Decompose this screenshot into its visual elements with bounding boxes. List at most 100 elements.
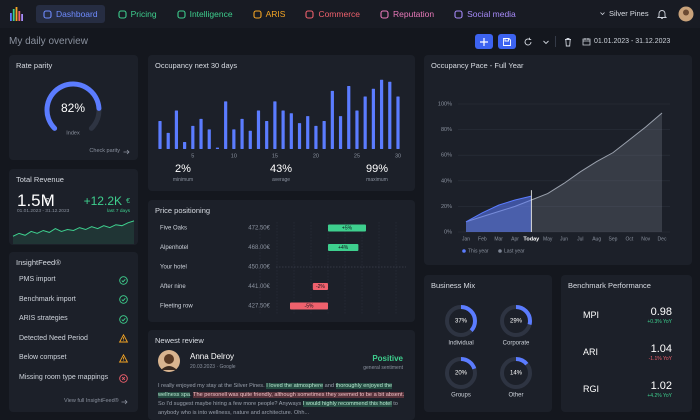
metric-change: +0.3% YoY: [647, 319, 672, 325]
row-label: Alpenhotel: [160, 245, 188, 251]
toolbar-button[interactable]: [537, 34, 555, 49]
status-mark: [121, 298, 126, 302]
nav-tab[interactable]: ARIS: [246, 5, 293, 23]
avatar-head: [683, 9, 689, 16]
review-segment: I really enjoyed my stay at the Silver P…: [158, 383, 267, 389]
toolbar-button[interactable]: [475, 34, 493, 49]
kpi-unit: €: [45, 197, 50, 206]
tab-icon: [118, 9, 127, 19]
y-tick-label: 40%: [441, 178, 452, 184]
chart-area: [12, 220, 135, 244]
button-icon: [503, 37, 511, 46]
tab-label: Dashboard: [56, 9, 98, 19]
nav-tab[interactable]: Reputation: [373, 5, 441, 23]
row-label: Your hotel: [160, 265, 187, 271]
chart-area: 37% Individual 29% Corporate 20% Groups 14% Oth…: [445, 305, 532, 399]
bar: [328, 224, 366, 232]
stat-label: minimum: [172, 177, 194, 183]
insight-feed-card: InsightFeed® PMS import Benchmark import AR…: [9, 252, 138, 412]
arrow-icon: [123, 149, 130, 154]
review-segment: The personell was quite friendly, althou…: [193, 392, 405, 398]
review-text: I really enjoyed my stay at the Silver P…: [158, 382, 406, 418]
button-icon: [480, 37, 488, 46]
nav-tab[interactable]: Social media: [447, 5, 523, 23]
date-range[interactable]: 01.01.2023 - 31.12.2023: [594, 38, 671, 45]
stat-value: 2%: [175, 163, 191, 175]
stat-value: 99%: [365, 163, 389, 175]
nav-tab[interactable]: Pricing: [111, 5, 164, 23]
sparkline-area: [13, 220, 134, 244]
x-tick-label: Jul: [577, 236, 583, 242]
kpi-value: 1.5M: [17, 191, 55, 210]
tab-label: Intelligence: [189, 9, 233, 19]
review-date: 20.03.2023 · Google: [190, 364, 236, 370]
category-label: Individual: [448, 341, 473, 347]
y-tick-label: 100%: [438, 101, 452, 107]
review-segment: So I'd suggest maybe hiring a few more p…: [158, 401, 303, 407]
link[interactable]: View full InsightFeed®: [64, 398, 119, 404]
hotel-selector[interactable]: Silver Pines: [600, 9, 649, 18]
toolbar-button[interactable]: [519, 34, 537, 49]
toolbar-button[interactable]: [498, 34, 516, 49]
icon-shape: [380, 9, 389, 19]
chevron-icon: [600, 12, 605, 16]
bar: [265, 121, 269, 149]
icon-shape: [454, 9, 463, 19]
nav-tab[interactable]: Intelligence: [170, 5, 240, 23]
bar: [347, 86, 351, 149]
feed-item: Missing room type mappings: [19, 374, 109, 381]
logo-bar: [15, 7, 18, 21]
review-segment: .: [190, 392, 194, 398]
plus: [480, 37, 488, 46]
bar: [191, 125, 195, 149]
nav-tab[interactable]: Dashboard: [36, 5, 105, 23]
feed-item: Below compset: [19, 354, 67, 362]
bell-icon: [656, 10, 668, 19]
x-tick-label: Feb: [478, 236, 487, 242]
logo-bar: [21, 14, 23, 21]
legend-label: Last year: [504, 248, 525, 254]
x-tick-label: Sep: [609, 236, 618, 242]
y-tick-label: 0%: [444, 229, 452, 235]
link[interactable]: Check parity: [89, 148, 120, 154]
metric-label: MPI: [583, 310, 600, 320]
bar: [363, 96, 367, 149]
status-icon: [119, 275, 128, 285]
logo-bar: [10, 13, 12, 21]
bar: [306, 116, 310, 149]
business-mix-card: Business Mix 37% Individual 29% Corporate 20%…: [424, 275, 552, 412]
sparkline: [12, 220, 135, 237]
avatar-body: [161, 366, 177, 370]
nav-tab[interactable]: Commerce: [298, 5, 367, 23]
logo-bar: [12, 9, 15, 21]
status-circle: [119, 295, 128, 304]
icon-shape: [118, 9, 127, 19]
bell: [656, 10, 668, 19]
x-tick-label: May: [543, 236, 553, 242]
x-tick-label: Aug: [592, 236, 601, 242]
kpi-period: 01.01.2023 - 31.12.2023: [17, 209, 70, 214]
reviewer-avatar: [158, 350, 180, 372]
warning-triangle: [118, 334, 129, 343]
donut-label: 29%: [510, 319, 523, 325]
x-tick-label: Mar: [494, 236, 503, 242]
metric-change: +4.2% YoY: [647, 393, 672, 399]
donut-value: [500, 357, 532, 389]
tab-icon: [454, 9, 463, 19]
price-label: 472.50€: [248, 226, 270, 232]
status-circle: [119, 314, 128, 324]
toolbar-button[interactable]: [559, 34, 577, 49]
change-value: +12.2K: [83, 194, 122, 208]
x-tick-label: 30: [395, 153, 401, 159]
button-icon: [543, 40, 549, 44]
status-mark: [121, 376, 126, 380]
series-area: [466, 196, 532, 232]
status-icon: [118, 353, 129, 363]
legend-label: This year: [468, 248, 489, 254]
tab-label: ARIS: [265, 9, 286, 19]
review-segment: to anybody who is into wellness, nature …: [158, 401, 398, 416]
donut-label: 14%: [510, 371, 523, 377]
total-revenue-card: Total Revenue 1.5M €01.01.2023 - 31.12.202…: [9, 169, 138, 245]
sentiment: Positive: [372, 354, 403, 363]
hotel-name: Silver Pines: [609, 9, 649, 18]
